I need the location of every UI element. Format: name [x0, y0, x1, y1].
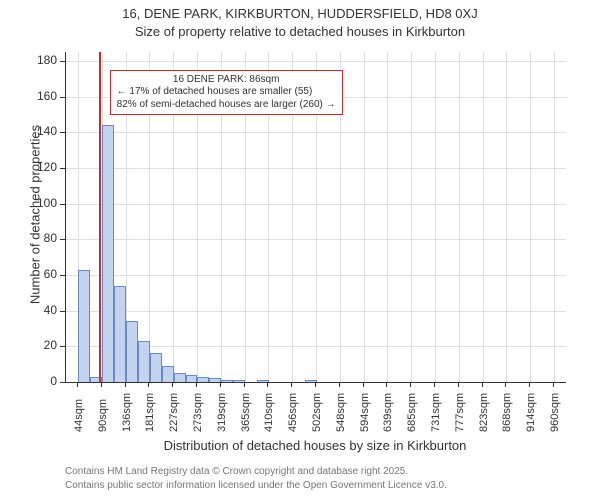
xtick-label: 594sqm [359, 393, 371, 432]
histogram-bar [197, 377, 209, 382]
histogram-bar [114, 286, 126, 382]
xtick-label: 685sqm [406, 393, 418, 432]
ytick-label: 0 [25, 374, 57, 388]
histogram-bar [126, 321, 138, 382]
annotation-line1: 16 DENE PARK: 86sqm [117, 74, 336, 87]
xtick-label: 44sqm [73, 399, 85, 432]
xtick-label: 227sqm [168, 393, 180, 432]
annotation-line2: ← 17% of detached houses are smaller (55… [117, 86, 336, 99]
histogram-bar [78, 270, 90, 382]
xtick-mark [553, 382, 554, 387]
xtick-mark [196, 382, 197, 387]
x-gridline [554, 52, 555, 382]
histogram-bar [162, 366, 174, 382]
histogram-bar [138, 341, 150, 382]
xtick-mark [148, 382, 149, 387]
xtick-label: 823sqm [478, 393, 490, 432]
ytick-mark [60, 382, 65, 383]
xtick-label: 548sqm [335, 393, 347, 432]
histogram-bar [102, 125, 114, 382]
x-gridline [459, 52, 460, 382]
chart-title-line2: Size of property relative to detached ho… [0, 24, 600, 39]
histogram-chart: 16, DENE PARK, KIRKBURTON, HUDDERSFIELD,… [0, 0, 600, 500]
xtick-mark [386, 382, 387, 387]
xtick-mark [291, 382, 292, 387]
histogram-bar [221, 380, 233, 382]
ytick-mark [60, 346, 65, 347]
ytick-mark [60, 168, 65, 169]
x-axis-label: Distribution of detached houses by size … [65, 438, 565, 453]
xtick-label: 502sqm [311, 393, 323, 432]
ytick-mark [60, 97, 65, 98]
xtick-mark [482, 382, 483, 387]
xtick-label: 410sqm [263, 393, 275, 432]
xtick-mark [339, 382, 340, 387]
annotation-line3: 82% of semi-detached houses are larger (… [117, 99, 336, 112]
xtick-label: 365sqm [240, 393, 252, 432]
x-gridline [435, 52, 436, 382]
footer-line2: Contains public sector information licen… [65, 480, 447, 491]
xtick-mark [529, 382, 530, 387]
xtick-mark [101, 382, 102, 387]
xtick-mark [172, 382, 173, 387]
x-gridline [530, 52, 531, 382]
x-gridline [387, 52, 388, 382]
x-gridline [483, 52, 484, 382]
xtick-mark [77, 382, 78, 387]
xtick-mark [434, 382, 435, 387]
ytick-label: 40 [25, 303, 57, 317]
xtick-mark [363, 382, 364, 387]
histogram-bar [174, 373, 186, 382]
ytick-mark [60, 311, 65, 312]
xtick-label: 777sqm [454, 393, 466, 432]
xtick-label: 914sqm [525, 393, 537, 432]
xtick-label: 319sqm [216, 393, 228, 432]
xtick-label: 136sqm [121, 393, 133, 432]
xtick-mark [458, 382, 459, 387]
xtick-label: 181sqm [144, 393, 156, 432]
ytick-label: 120 [25, 160, 57, 174]
ytick-label: 160 [25, 89, 57, 103]
xtick-label: 90sqm [97, 399, 109, 432]
xtick-mark [244, 382, 245, 387]
footer-line1: Contains HM Land Registry data © Crown c… [65, 466, 408, 477]
xtick-label: 456sqm [287, 393, 299, 432]
ytick-label: 100 [25, 196, 57, 210]
annotation-box: 16 DENE PARK: 86sqm← 17% of detached hou… [110, 70, 343, 116]
chart-title-line1: 16, DENE PARK, KIRKBURTON, HUDDERSFIELD,… [0, 6, 600, 21]
x-gridline [506, 52, 507, 382]
xtick-label: 639sqm [382, 393, 394, 432]
xtick-mark [267, 382, 268, 387]
ytick-mark [60, 275, 65, 276]
ytick-label: 80 [25, 231, 57, 245]
xtick-label: 960sqm [549, 393, 561, 432]
x-gridline [364, 52, 365, 382]
xtick-label: 868sqm [501, 393, 513, 432]
xtick-label: 731sqm [430, 393, 442, 432]
histogram-bar [150, 353, 162, 382]
ytick-label: 140 [25, 124, 57, 138]
ytick-mark [60, 61, 65, 62]
xtick-mark [220, 382, 221, 387]
ytick-mark [60, 132, 65, 133]
plot-area: 16 DENE PARK: 86sqm← 17% of detached hou… [65, 52, 566, 383]
xtick-label: 273sqm [192, 393, 204, 432]
ytick-label: 180 [25, 53, 57, 67]
ytick-label: 20 [25, 338, 57, 352]
xtick-mark [315, 382, 316, 387]
xtick-mark [125, 382, 126, 387]
ytick-label: 60 [25, 267, 57, 281]
ytick-mark [60, 204, 65, 205]
reference-line [99, 52, 101, 382]
x-gridline [411, 52, 412, 382]
xtick-mark [410, 382, 411, 387]
ytick-mark [60, 239, 65, 240]
histogram-bar [186, 375, 198, 382]
xtick-mark [505, 382, 506, 387]
